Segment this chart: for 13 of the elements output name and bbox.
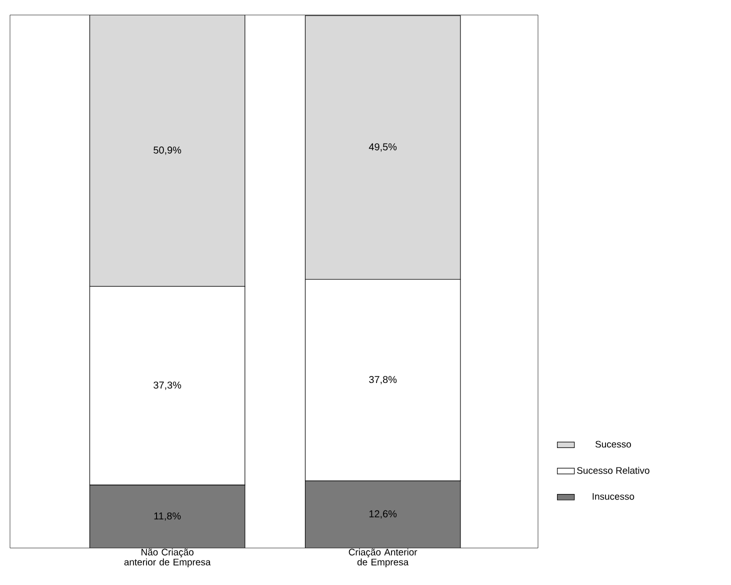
x-tick-label: Criação Anterior de Empresa bbox=[348, 548, 418, 568]
data-label: 50,9% bbox=[154, 146, 182, 155]
legend-label: Insucesso bbox=[592, 493, 634, 500]
data-label: 37,8% bbox=[369, 376, 397, 384]
bar bbox=[304, 480, 461, 548]
data-label: 49,5% bbox=[368, 143, 397, 152]
data-label: 37,3% bbox=[154, 382, 182, 390]
bar bbox=[89, 484, 246, 548]
data-label: 12,6% bbox=[369, 510, 397, 519]
data-label: 11,8% bbox=[154, 512, 181, 521]
x-tick-label: Não Criação anterior de Empresa bbox=[124, 548, 211, 568]
legend-label: Sucesso Relativo bbox=[577, 466, 650, 474]
legend-label: Sucesso bbox=[595, 440, 631, 448]
